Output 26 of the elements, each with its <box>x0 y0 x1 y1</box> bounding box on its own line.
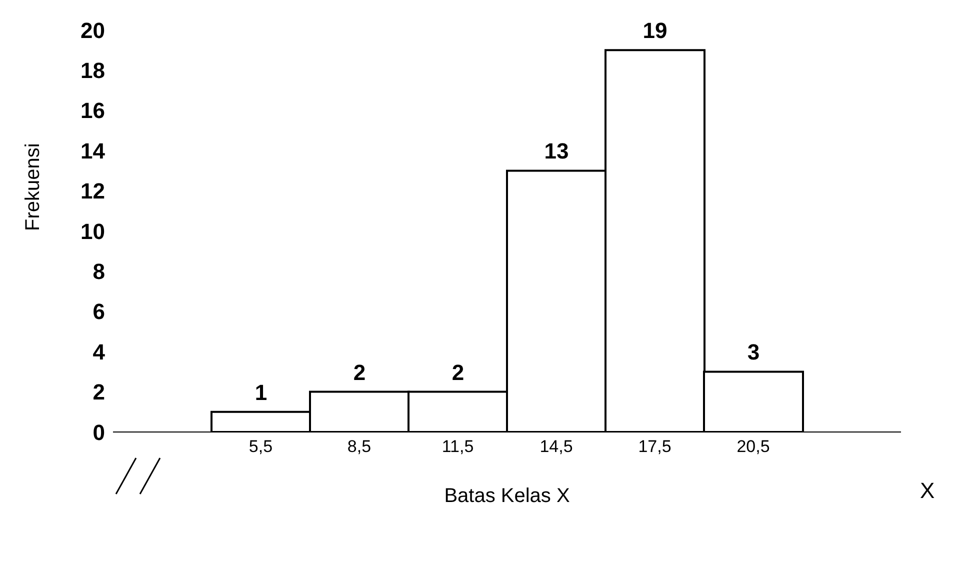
x-tick-label: 8,5 <box>347 437 372 456</box>
y-tick-label: 2 <box>92 380 105 405</box>
y-axis-title: Frekuensi <box>22 143 44 231</box>
y-tick-label: 20 <box>80 18 105 43</box>
x-tick-label: 14,5 <box>540 437 573 456</box>
y-tick-label: 14 <box>80 138 106 164</box>
y-tick-label: 18 <box>80 58 105 84</box>
y-tick-label: 10 <box>80 218 105 244</box>
y-tick-label: 4 <box>92 339 106 364</box>
data-label: 3 <box>747 340 760 365</box>
x-tick-label: 11,5 <box>442 437 474 456</box>
y-tick-label: 6 <box>92 299 105 324</box>
data-label: 19 <box>642 18 668 44</box>
text: X <box>920 478 935 504</box>
y-tick-label: 16 <box>80 98 105 124</box>
y-tick-label: 8 <box>92 259 105 284</box>
x-axis-title: Batas Kelas X <box>444 485 570 507</box>
x-tick-label: 20,5 <box>736 437 770 456</box>
x-tick-label: 5,5 <box>248 437 273 456</box>
data-label: 2 <box>353 360 366 385</box>
data-label: 2 <box>452 360 464 385</box>
data-label: 1 <box>254 380 268 405</box>
x-tick-label: 17,5 <box>638 437 672 456</box>
y-tick-label: 0 <box>92 420 105 445</box>
y-tick-label: 12 <box>80 178 105 204</box>
data-label: 13 <box>544 138 569 164</box>
